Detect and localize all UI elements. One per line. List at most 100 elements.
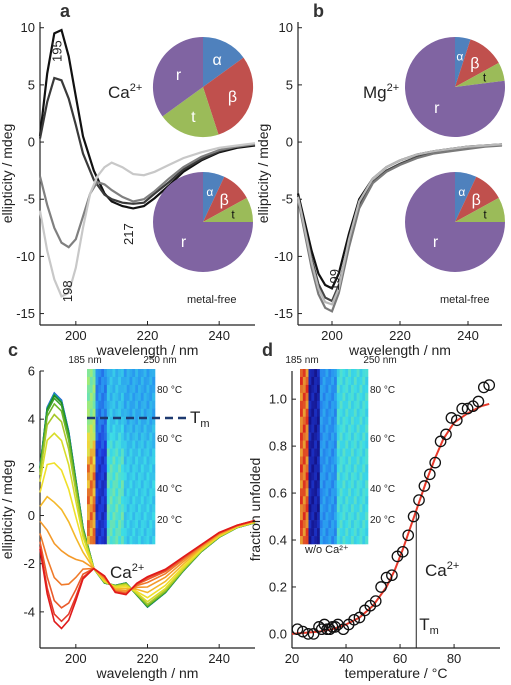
heatmap-cell — [126, 480, 130, 489]
x-axis-label: temperature / °C — [345, 665, 448, 681]
heatmap-cell — [325, 440, 329, 449]
heatmap-cell — [104, 520, 108, 529]
heatmap-cell — [98, 472, 102, 481]
heatmap-cell — [351, 456, 355, 465]
heatmap-cell — [331, 384, 335, 394]
heatmap-cell — [121, 488, 125, 497]
heatmap-cell — [311, 472, 315, 481]
heatmap-cell — [135, 528, 139, 537]
heatmap-cell — [115, 496, 119, 505]
heatmap-cell — [314, 504, 318, 513]
heatmap-cell — [308, 520, 312, 529]
heatmap-cell — [115, 488, 119, 497]
heatmap-cell — [314, 464, 318, 473]
heatmap-cell — [89, 448, 93, 457]
heatmap-cell — [121, 376, 125, 386]
heatmap-cell — [359, 472, 363, 481]
heatmap-cell — [365, 369, 369, 378]
heatmap-cell — [140, 472, 144, 481]
data-point — [313, 621, 325, 633]
heatmap-cell — [351, 464, 355, 473]
heatmap-cell — [325, 384, 329, 394]
heatmap-cell — [101, 520, 105, 529]
heatmap-cell — [98, 488, 102, 497]
heatmap-cell — [129, 472, 133, 481]
heatmap-cell — [149, 400, 153, 410]
heatmap-cell — [356, 496, 360, 505]
heatmap-cell — [353, 416, 357, 425]
heatmap-cell — [101, 472, 105, 481]
heatmap-cell — [95, 440, 99, 449]
heatmap-cell — [325, 496, 329, 505]
heatmap-cell — [311, 384, 315, 394]
heatmap-cell — [146, 496, 150, 505]
heatmap-cell — [365, 440, 369, 449]
heatmap-cell — [300, 384, 304, 394]
heatmap-cell — [362, 464, 366, 473]
heatmap-cell — [89, 416, 93, 425]
heatmap-cell — [308, 424, 312, 433]
heatmap-cell — [365, 424, 369, 433]
heatmap-cell — [104, 480, 108, 489]
heatmap-cell — [331, 369, 335, 378]
pie-slice-random — [404, 37, 505, 138]
heatmap-cell — [106, 528, 110, 537]
heatmap-cell — [345, 536, 349, 545]
heatmap-cell — [140, 504, 144, 513]
heatmap-cell — [359, 432, 363, 441]
heatmap-cell — [328, 480, 332, 489]
heatmap-cell — [106, 488, 110, 497]
pie-label-beta: β — [470, 56, 479, 73]
heatmap-cell — [146, 408, 150, 418]
heatmap-cell — [101, 480, 105, 489]
heatmap-cell — [89, 384, 93, 394]
panel-c: c6 4 2 0 -2 -4 200 220 240 wavelength / nm ellipti… — [0, 340, 256, 681]
heatmap-cell — [322, 384, 326, 394]
pie-label-beta: β — [472, 192, 481, 209]
heatmap-cell — [305, 432, 309, 441]
heatmap-cell — [356, 464, 360, 473]
heatmap-cell — [149, 464, 153, 473]
heatmap-cell — [334, 432, 338, 441]
heatmap-cell — [138, 424, 142, 433]
heatmap-cell — [348, 512, 352, 521]
heatmap-cell — [311, 400, 315, 410]
heatmap-cell — [123, 440, 127, 449]
heatmap-cell — [345, 392, 349, 402]
y-tick-label: -15 — [274, 306, 293, 321]
heatmap-cell — [314, 408, 318, 418]
y-tick-label: 10 — [21, 20, 35, 35]
heatmap-cell — [325, 536, 329, 545]
heatmap-cell — [305, 369, 309, 378]
heatmap-cell — [362, 536, 366, 545]
heatmap-cell — [95, 480, 99, 489]
heatmap-cell — [334, 448, 338, 457]
heatmap-cell — [115, 464, 119, 473]
heatmap-cell — [143, 488, 147, 497]
heatmap-cell — [118, 512, 122, 521]
heatmap-cell — [365, 416, 369, 425]
heatmap-cell — [95, 512, 99, 521]
heatmap-cell — [311, 369, 315, 378]
heatmap-cell — [101, 464, 105, 473]
heatmap-cell — [118, 448, 122, 457]
heatmap-cell — [106, 392, 110, 402]
heatmap-cell — [345, 464, 349, 473]
heatmap-cell — [322, 369, 326, 378]
heatmap-cell — [149, 488, 153, 497]
heatmap-cell — [112, 432, 116, 441]
heatmap-cell — [311, 376, 315, 386]
y-tick-label: 1.0 — [269, 392, 287, 407]
heatmap-cell — [353, 496, 357, 505]
heatmap-cell — [331, 496, 335, 505]
heatmap-cell — [101, 488, 105, 497]
heatmap-cell — [331, 464, 335, 473]
heatmap-cell — [359, 480, 363, 489]
heatmap-cell — [300, 464, 304, 473]
heatmap-cell — [115, 536, 119, 545]
heatmap-cell — [319, 448, 323, 457]
heatmap-cell — [300, 376, 304, 386]
heatmap-cell — [138, 448, 142, 457]
heatmap-cell — [365, 480, 369, 489]
heatmap-cell — [365, 448, 369, 457]
